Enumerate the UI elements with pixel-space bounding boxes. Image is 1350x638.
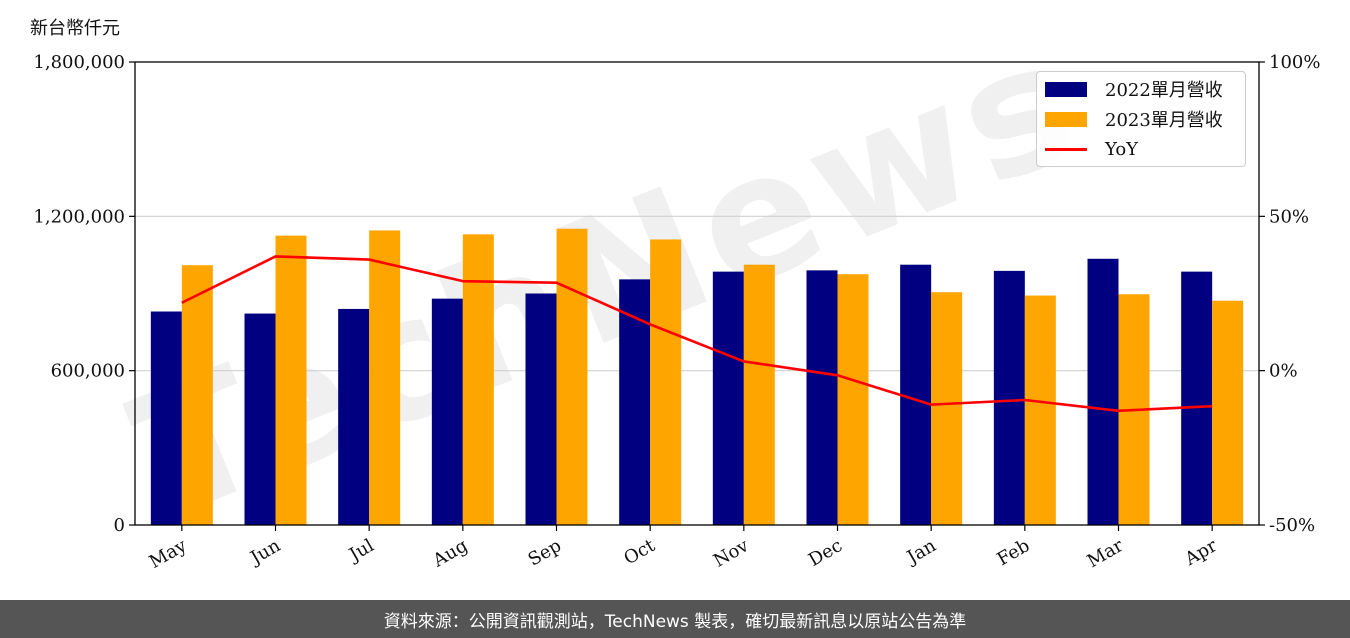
- x-tick-label-feb: Feb: [994, 535, 1034, 570]
- bar-2023-oct: [650, 239, 682, 525]
- bar-2022-dec: [806, 270, 838, 525]
- x-tick-label-jun: Jun: [245, 535, 284, 570]
- x-tick-label-sep: Sep: [525, 535, 565, 570]
- bar-2022-jun: [244, 313, 276, 525]
- bar-2023-dec: [837, 274, 869, 525]
- x-tick-label-aug: Aug: [429, 535, 472, 572]
- bar-2023-sep: [556, 228, 588, 525]
- x-tick-label-nov: Nov: [710, 535, 753, 572]
- legend-label-yoy: YoY: [1105, 138, 1139, 160]
- chart: 0 600,000 1,200,000 1,800,000 -50% 0% 50% 100% M…: [33, 52, 1320, 573]
- y-right-tick-label-0: -50%: [1269, 515, 1315, 536]
- legend-label-2023: 2023單月營收: [1105, 110, 1223, 131]
- legend-label-2022: 2022單月營收: [1105, 80, 1223, 101]
- bar-2022-jul: [338, 308, 370, 525]
- plot-frame: [134, 61, 1260, 526]
- legend-line-yoy: [1045, 147, 1087, 151]
- x-tick-label-jan: Jan: [902, 535, 940, 569]
- bar-2022-feb: [993, 270, 1025, 525]
- legend: 2022單月營收 2023單月營收 YoY: [1036, 71, 1246, 167]
- legend-item-yoy: YoY: [1045, 136, 1138, 162]
- y-left-tick-label-3: 1,800,000: [33, 52, 125, 73]
- legend-swatch-2023: [1045, 111, 1087, 127]
- legend-swatch-2022: [1045, 81, 1087, 97]
- legend-item-2023: 2023單月營收: [1045, 106, 1223, 132]
- bar-2023-aug: [462, 234, 494, 526]
- bar-2023-nov: [743, 264, 775, 525]
- bar-2023-may: [181, 265, 213, 525]
- bar-2022-nov: [712, 271, 744, 525]
- bar-2022-oct: [619, 279, 651, 525]
- x-tick-label-dec: Dec: [805, 535, 846, 571]
- x-tick-label-apr: Apr: [1181, 535, 1221, 570]
- y-right-tick-label-1: 0%: [1269, 361, 1298, 382]
- bar-2022-jan: [900, 264, 932, 525]
- y-right-tick-label-3: 100%: [1269, 52, 1320, 73]
- bar-2023-jan: [931, 292, 963, 525]
- x-tick-label-jul: Jul: [344, 535, 378, 567]
- y-left-tick-label-1: 600,000: [51, 361, 125, 382]
- bar-2023-jul: [369, 230, 401, 525]
- legend-item-2022: 2022單月營收: [1045, 76, 1223, 102]
- x-tick-label-may: May: [146, 535, 191, 573]
- x-tick-label-mar: Mar: [1084, 535, 1128, 572]
- y-left-tick-label-2: 1,200,000: [33, 206, 125, 227]
- bar-2022-mar: [1087, 258, 1119, 525]
- yoy-line: [181, 255, 1213, 413]
- y-axis-unit-label: 新台幣仟元: [30, 18, 120, 39]
- x-tick-label-oct: Oct: [620, 535, 659, 570]
- bar-2023-jun: [275, 235, 307, 525]
- bar-2023-apr: [1212, 300, 1244, 525]
- bar-2022-aug: [431, 298, 463, 525]
- footer-source-note: 資料來源：公開資訊觀測站，TechNews 製表，確切最新訊息以原站公告為準: [0, 600, 1350, 638]
- bar-2022-may: [150, 311, 182, 525]
- bar-2022-apr: [1181, 271, 1213, 525]
- footer-text: 資料來源：公開資訊觀測站，TechNews 製表，確切最新訊息以原站公告為準: [383, 611, 967, 632]
- y-left-tick-label-0: 0: [114, 515, 125, 536]
- bar-2022-sep: [525, 293, 557, 525]
- bar-2023-feb: [1024, 295, 1056, 525]
- y-right-tick-label-2: 50%: [1269, 206, 1309, 227]
